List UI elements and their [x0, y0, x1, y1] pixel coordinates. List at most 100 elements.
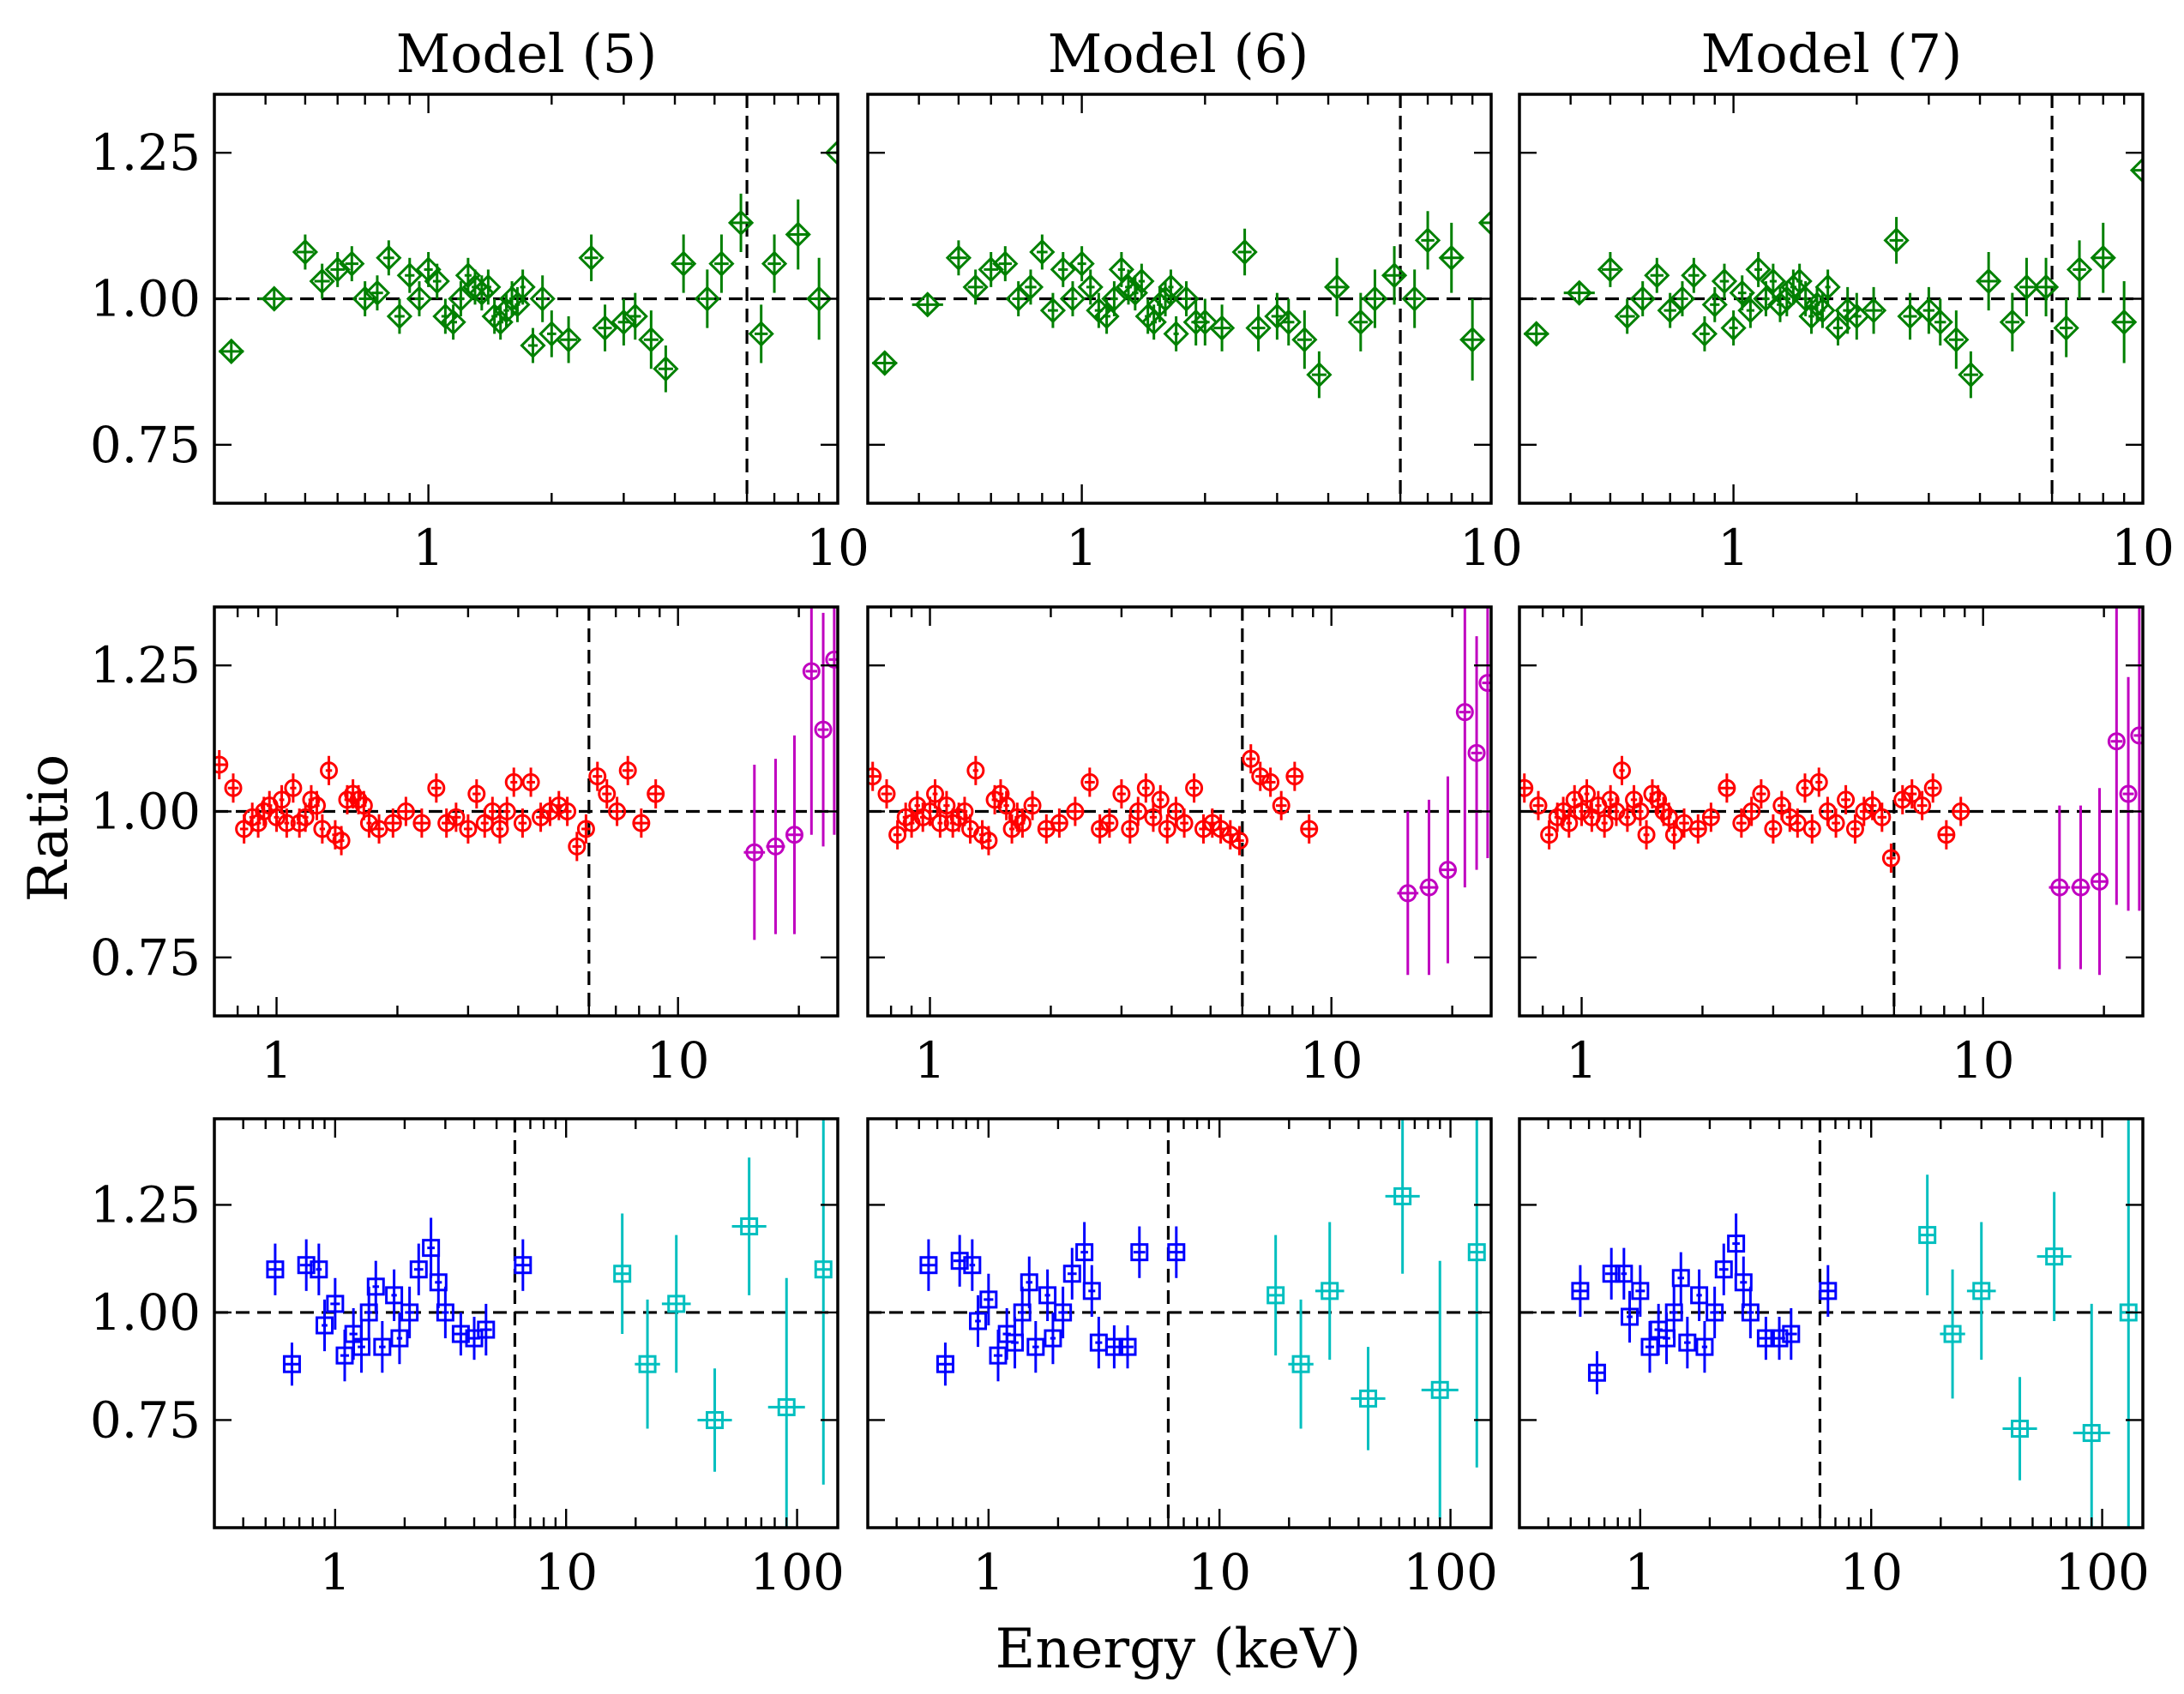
point-marker: [1597, 256, 1624, 283]
point-marker: [806, 285, 833, 312]
point-marker: [653, 356, 679, 382]
series-soft: [218, 94, 838, 393]
point-marker: [1727, 1234, 1746, 1253]
point-marker: [1654, 802, 1673, 820]
point-marker: [963, 1256, 982, 1275]
data-point: [1659, 802, 1678, 832]
point-marker: [1231, 238, 1258, 266]
data-point: [364, 275, 391, 311]
point-marker: [1943, 1325, 1962, 1343]
data-point: [921, 796, 940, 826]
point-marker: [930, 814, 949, 832]
point-marker: [1809, 297, 1836, 324]
panel-frame: [866, 93, 1493, 505]
point-marker: [1999, 309, 2025, 335]
point-marker: [1764, 820, 1783, 838]
point-marker: [761, 250, 788, 277]
point-marker: [777, 1397, 796, 1416]
data-point: [1595, 808, 1614, 838]
point-marker: [568, 837, 587, 856]
point-marker: [309, 267, 335, 295]
point-marker: [555, 327, 582, 353]
point-marker: [638, 327, 665, 353]
point-marker: [997, 796, 1016, 815]
data-point: [424, 263, 450, 299]
data-point: [697, 1368, 732, 1472]
data-point: [2130, 607, 2143, 911]
data-point: [785, 735, 803, 934]
data-point: [2111, 281, 2138, 363]
data-point: [877, 779, 896, 809]
point-marker: [1158, 820, 1176, 838]
data-point: [1077, 269, 1104, 305]
data-point: [1438, 222, 1465, 293]
x-tick-label: 1: [1624, 1543, 1656, 1601]
data-point: [396, 257, 423, 293]
data-point: [2071, 805, 2091, 970]
data-point: [785, 199, 811, 270]
data-point: [1826, 808, 1845, 838]
data-point: [513, 808, 532, 838]
point-marker: [1275, 309, 1302, 335]
point-marker: [2013, 273, 2040, 300]
data-point: [1266, 1234, 1285, 1356]
data-point: [1300, 814, 1319, 844]
point-marker: [1560, 814, 1579, 832]
data-point: [509, 269, 536, 305]
data-point: [1664, 820, 1683, 850]
data-point: [1923, 773, 1942, 803]
point-marker: [1291, 1355, 1310, 1373]
data-point: [268, 802, 286, 832]
point-marker: [1943, 327, 1970, 353]
point-marker: [1671, 1269, 1690, 1288]
data-point: [1438, 776, 1457, 964]
x-axis-label: Energy (keV): [996, 1618, 1362, 1681]
series-xmm: [1571, 1213, 1838, 1395]
point-marker: [618, 761, 637, 780]
data-point: [825, 607, 838, 835]
panel-frame: [866, 1117, 1493, 1529]
point-marker: [521, 772, 540, 791]
point-marker: [282, 1355, 301, 1373]
data-point: [919, 1239, 938, 1291]
point-marker: [802, 662, 821, 681]
data-point: [1881, 843, 1900, 874]
point-marker: [1013, 1303, 1032, 1322]
point-marker: [1688, 820, 1707, 838]
point-marker: [1913, 796, 1932, 815]
point-marker: [467, 784, 486, 803]
point-marker: [1621, 1307, 1640, 1326]
data-point: [1540, 820, 1559, 850]
point-marker: [2066, 256, 2093, 283]
point-marker: [373, 1337, 392, 1356]
data-point: [766, 759, 785, 934]
point-marker: [396, 262, 423, 289]
x-tick-label: 10: [1188, 1543, 1251, 1601]
data-point: [1918, 1174, 1937, 1295]
point-marker: [1893, 790, 1912, 809]
data-point: [1144, 802, 1163, 832]
point-marker: [1208, 315, 1236, 341]
data-point: [1573, 796, 1591, 826]
point-marker: [344, 784, 363, 803]
point-marker: [1419, 878, 1438, 897]
data-point: [1163, 315, 1189, 351]
point-marker: [2090, 872, 2109, 891]
column-title-model-7: Model (7): [1701, 22, 1963, 85]
data-point: [1478, 607, 1491, 859]
data-point: [1080, 767, 1099, 797]
series-hard: [1397, 607, 1491, 976]
data-point: [748, 304, 774, 363]
data-point: [1467, 1119, 1486, 1468]
data-point: [1059, 281, 1086, 316]
point-marker: [1261, 772, 1280, 791]
point-marker: [1631, 1282, 1650, 1301]
panel-r0-c0: 1 10 0.75 1.00 1.25: [90, 93, 869, 577]
point-marker: [1038, 1286, 1057, 1305]
point-marker: [1251, 767, 1270, 786]
data-point: [1261, 767, 1280, 797]
data-point: [1101, 281, 1128, 316]
point-marker: [354, 796, 373, 815]
point-marker: [1050, 256, 1076, 283]
data-point: [326, 1277, 345, 1331]
